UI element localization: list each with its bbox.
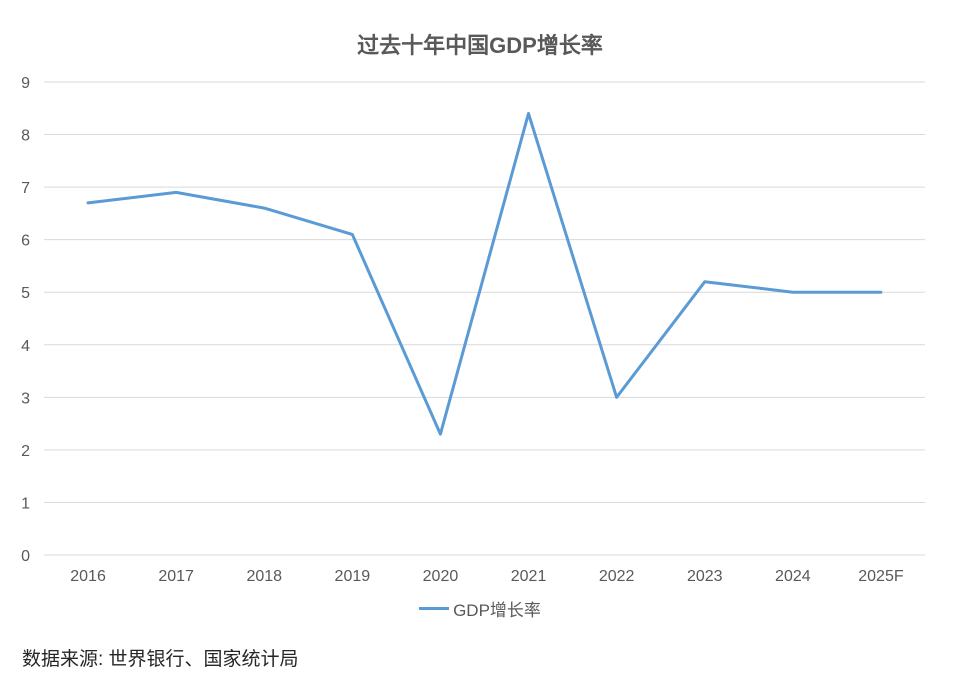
x-tick-label: 2018 bbox=[246, 568, 282, 585]
x-axis-ticks: 2016 2017 2018 2019 2020 2021 2022 2023 2024 2025… bbox=[70, 568, 904, 585]
x-tick-label: 2022 bbox=[599, 568, 635, 585]
x-tick-label: 2016 bbox=[70, 568, 106, 585]
legend: GDP增长率 bbox=[0, 596, 960, 621]
y-tick-label: 6 bbox=[21, 233, 30, 250]
legend-label: GDP增长率 bbox=[453, 601, 541, 620]
legend-line-icon bbox=[419, 607, 450, 610]
y-tick-label: 2 bbox=[21, 443, 30, 460]
y-tick-label: 1 bbox=[21, 495, 30, 512]
y-tick-label: 9 bbox=[21, 75, 30, 92]
y-tick-label: 7 bbox=[21, 180, 30, 197]
y-tick-label: 5 bbox=[21, 285, 30, 302]
series-lines bbox=[86, 112, 883, 436]
series-line-gdp-growth bbox=[86, 112, 883, 436]
chart-title: 过去十年中国GDP增长率 bbox=[357, 33, 603, 58]
y-tick-label: 3 bbox=[21, 390, 30, 407]
x-tick-label: 2024 bbox=[775, 568, 811, 585]
x-tick-label: 2021 bbox=[511, 568, 547, 585]
x-tick-label: 2017 bbox=[158, 568, 194, 585]
y-axis-ticks: 0 1 2 3 4 5 6 7 8 9 bbox=[21, 75, 30, 565]
x-tick-label: 2025F bbox=[858, 568, 904, 585]
x-tick-label: 2023 bbox=[687, 568, 723, 585]
y-tick-label: 4 bbox=[21, 338, 30, 355]
source-note: 数据来源: 世界银行、国家统计局 bbox=[22, 649, 299, 670]
gridlines bbox=[44, 81, 925, 556]
y-tick-label: 0 bbox=[21, 548, 30, 565]
y-tick-label: 8 bbox=[21, 128, 30, 145]
x-tick-label: 2019 bbox=[335, 568, 371, 585]
x-tick-label: 2020 bbox=[423, 568, 459, 585]
